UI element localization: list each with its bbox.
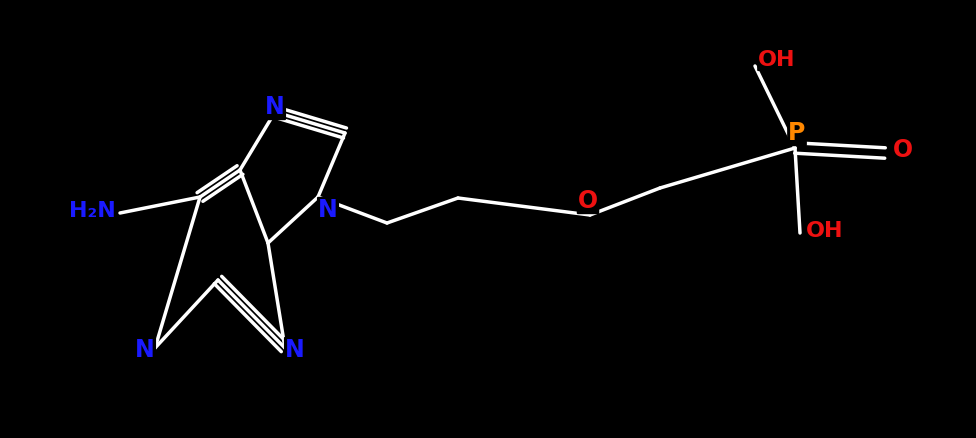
Text: N: N [135,338,155,362]
Text: P: P [789,121,805,145]
Text: N: N [318,198,338,222]
Text: O: O [893,138,914,162]
Text: H₂N: H₂N [68,201,115,221]
Text: O: O [578,189,598,213]
Text: OH: OH [806,221,843,241]
Text: N: N [265,95,285,119]
Text: N: N [285,338,305,362]
Text: OH: OH [758,50,795,70]
